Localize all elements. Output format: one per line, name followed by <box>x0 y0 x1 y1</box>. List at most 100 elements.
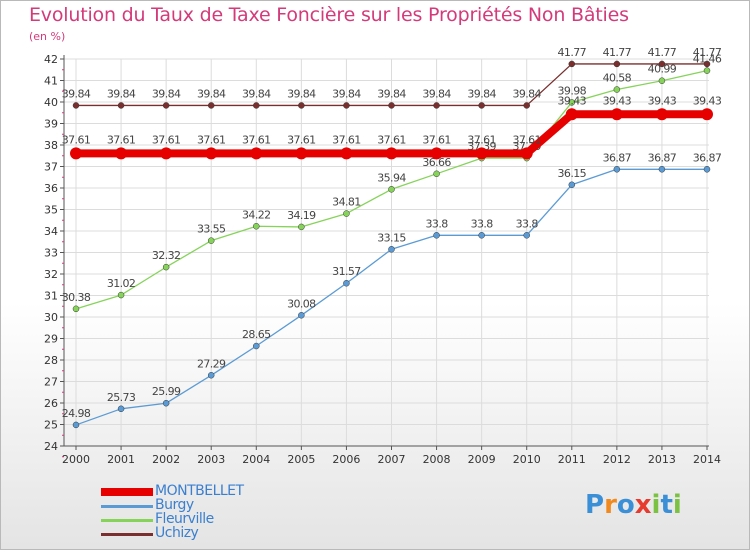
data-label-uchizy: 39.84 <box>197 87 226 100</box>
y-tick-label: 34 <box>44 225 58 238</box>
y-tick-label: 26 <box>44 397 58 410</box>
x-tick-label: 2014 <box>693 453 721 466</box>
data-label-montbellet: 39.43 <box>648 94 677 107</box>
y-tick-label: 37 <box>44 161 58 174</box>
data-point-montbellet <box>205 147 218 160</box>
data-label-fleurville: 31.02 <box>107 277 136 290</box>
data-label-montbellet: 37.61 <box>332 133 361 146</box>
data-point-burgy <box>298 312 305 319</box>
y-tick-label: 42 <box>44 53 58 66</box>
data-label-montbellet: 39.43 <box>558 94 587 107</box>
data-point-burgy <box>478 232 485 239</box>
y-tick-label: 31 <box>44 290 58 303</box>
y-tick-label: 30 <box>44 311 58 324</box>
data-label-burgy: 30.08 <box>287 297 316 310</box>
data-point-montbellet <box>475 147 488 160</box>
data-label-burgy: 36.87 <box>648 151 677 164</box>
data-point-burgy <box>703 166 711 173</box>
x-tick-label: 2006 <box>332 453 360 466</box>
data-point-burgy <box>658 166 666 173</box>
data-label-montbellet: 37.61 <box>242 133 271 146</box>
data-label-fleurville: 40.58 <box>603 72 632 85</box>
data-point-burgy <box>162 399 170 407</box>
data-point-montbellet <box>250 147 263 160</box>
data-point-montbellet <box>70 147 82 160</box>
logo-letter: i <box>651 490 661 520</box>
logo-letter: r <box>604 490 617 520</box>
x-tick-label: 2004 <box>242 453 270 466</box>
y-tick-label: 36 <box>44 182 58 195</box>
legend-item-montbellet: MONTBELLET <box>101 483 321 500</box>
x-tick-label: 2008 <box>423 453 451 466</box>
x-tick-label: 2011 <box>558 453 586 466</box>
data-point-uchizy <box>433 102 440 109</box>
data-label-uchizy: 39.84 <box>332 87 361 100</box>
data-label-burgy: 33.15 <box>377 231 406 244</box>
data-point-burgy <box>613 166 621 173</box>
x-tick-label: 2003 <box>197 453 225 466</box>
data-label-burgy: 31.57 <box>332 265 361 278</box>
data-point-burgy <box>207 372 215 379</box>
data-label-burgy: 25.99 <box>152 385 181 398</box>
data-point-uchizy <box>568 60 576 68</box>
data-point-burgy <box>117 405 125 413</box>
y-tick-label: 38 <box>44 139 58 152</box>
data-point-fleurville <box>658 77 666 84</box>
data-point-montbellet <box>655 108 668 121</box>
data-label-montbellet: 37.61 <box>62 133 91 146</box>
data-label-uchizy: 39.84 <box>512 87 541 100</box>
data-point-montbellet <box>115 147 128 160</box>
data-label-fleurville: 40.99 <box>648 63 677 76</box>
data-label-burgy: 25.73 <box>107 391 136 404</box>
legend-swatch <box>101 488 153 496</box>
data-label-burgy: 28.65 <box>242 328 271 341</box>
x-tick-label: 2005 <box>287 453 315 466</box>
data-point-fleurville <box>253 223 260 230</box>
data-point-uchizy <box>72 102 80 109</box>
data-point-uchizy <box>162 102 170 109</box>
data-label-burgy: 24.98 <box>62 407 91 420</box>
chart-legend: MONTBELLET Burgy Fleurville Uchizy <box>101 483 321 542</box>
data-label-burgy: 36.87 <box>693 151 722 164</box>
x-tick-label: 2009 <box>468 453 496 466</box>
x-tick-label: 2000 <box>62 453 90 466</box>
legend-label: Fleurville <box>155 511 214 527</box>
x-tick-label: 2001 <box>107 453 135 466</box>
data-point-fleurville <box>117 291 125 299</box>
chart-title: Evolution du Taux de Taxe Foncière sur l… <box>29 4 629 26</box>
data-label-uchizy: 39.84 <box>242 87 271 100</box>
data-label-uchizy: 39.84 <box>62 87 91 100</box>
data-point-fleurville <box>703 67 711 74</box>
data-point-uchizy <box>343 102 350 109</box>
data-label-fleurville: 35.94 <box>377 171 406 184</box>
x-tick-label: 2012 <box>603 453 631 466</box>
data-label-uchizy: 39.84 <box>422 87 451 100</box>
data-label-uchizy: 41.77 <box>603 46 632 59</box>
y-tick-label: 24 <box>44 440 58 453</box>
legend-swatch <box>101 519 153 522</box>
data-point-fleurville <box>72 305 80 313</box>
data-point-fleurville <box>298 223 305 231</box>
data-point-burgy <box>568 181 576 189</box>
y-tick-label: 33 <box>44 247 58 260</box>
data-label-uchizy: 39.84 <box>287 87 316 100</box>
data-label-burgy: 27.29 <box>197 357 226 370</box>
data-point-fleurville <box>207 237 215 244</box>
data-label-uchizy: 39.84 <box>467 87 496 100</box>
legend-swatch <box>101 533 153 536</box>
proxiti-logo: Proxiti <box>585 490 682 520</box>
data-label-uchizy: 41.77 <box>693 46 722 59</box>
data-label-fleurville: 34.22 <box>242 208 271 221</box>
data-point-montbellet <box>340 147 353 160</box>
legend-label: Uchizy <box>155 525 199 541</box>
data-label-fleurville: 34.19 <box>287 209 316 222</box>
data-point-burgy <box>253 342 260 350</box>
x-tick-label: 2007 <box>378 453 406 466</box>
y-tick-label: 28 <box>44 354 58 367</box>
logo-letter: x <box>634 490 652 520</box>
data-label-montbellet: 39.43 <box>693 94 722 107</box>
logo-letter: P <box>585 490 605 520</box>
legend-item-uchizy: Uchizy <box>101 525 321 542</box>
